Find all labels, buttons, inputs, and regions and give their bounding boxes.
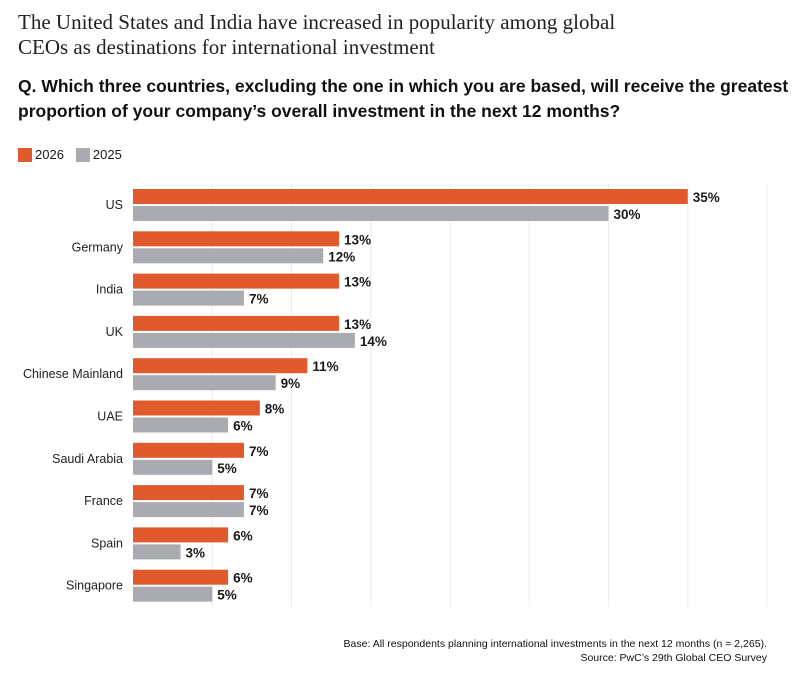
bar-2026 bbox=[133, 273, 340, 289]
category-label: UK bbox=[106, 325, 124, 339]
data-label-2025: 14% bbox=[360, 334, 387, 349]
data-label-2026: 6% bbox=[233, 528, 253, 543]
legend-swatch-2025 bbox=[75, 147, 90, 162]
data-label-2026: 13% bbox=[344, 275, 371, 290]
bar-2026 bbox=[133, 485, 244, 501]
data-label-2025: 9% bbox=[281, 376, 301, 391]
bar-2025 bbox=[133, 332, 355, 348]
survey-question: Q. Which three countries, excluding the … bbox=[18, 76, 789, 121]
category-label: India bbox=[96, 283, 123, 297]
data-label-2026: 11% bbox=[312, 359, 338, 374]
footer: Base: All respondents planning internati… bbox=[344, 637, 767, 665]
data-label-2025: 5% bbox=[217, 588, 237, 603]
source-note: Source: PwC’s 29th Global CEO Survey bbox=[580, 652, 767, 664]
bar-2025 bbox=[133, 375, 276, 391]
data-label-2025: 3% bbox=[186, 545, 206, 560]
data-label-2026: 13% bbox=[344, 232, 371, 247]
bar-2025 bbox=[133, 248, 324, 264]
data-label-2026: 7% bbox=[249, 486, 269, 501]
category-label: Spain bbox=[91, 536, 123, 550]
base-note: Base: All respondents planning internati… bbox=[343, 638, 767, 650]
category-label: US bbox=[106, 198, 123, 212]
bar-2025 bbox=[133, 544, 181, 560]
legend-label-2026: 2026 bbox=[35, 147, 64, 162]
data-label-2025: 6% bbox=[233, 419, 253, 434]
bar-2025 bbox=[133, 459, 213, 475]
data-label-2025: 7% bbox=[249, 503, 269, 518]
legend-swatch-2026 bbox=[18, 147, 32, 162]
bar-2026 bbox=[133, 358, 308, 374]
legend-item-2026: 2026 bbox=[18, 147, 64, 162]
bar-2026 bbox=[133, 527, 229, 543]
bar-2025 bbox=[133, 206, 609, 221]
bar-2025 bbox=[133, 502, 244, 518]
data-label-2025: 7% bbox=[249, 292, 269, 307]
data-label-2026: 8% bbox=[265, 402, 285, 417]
bar-2026 bbox=[133, 400, 260, 416]
bar-2026 bbox=[133, 189, 688, 204]
data-label-2026: 6% bbox=[233, 571, 253, 586]
bar-2026 bbox=[133, 442, 244, 458]
legend-item-2025: 2025 bbox=[75, 147, 122, 162]
data-label-2025: 5% bbox=[217, 461, 237, 476]
legend: 2026 2025 bbox=[18, 147, 122, 162]
data-label-2026: 7% bbox=[249, 444, 269, 459]
category-label: Germany bbox=[72, 240, 124, 254]
category-label: Singapore bbox=[66, 579, 123, 593]
bar-2025 bbox=[133, 417, 229, 433]
category-label: France bbox=[84, 494, 123, 508]
category-label: Saudi Arabia bbox=[52, 452, 123, 466]
category-label: Chinese Mainland bbox=[23, 367, 123, 381]
legend-label-2025: 2025 bbox=[92, 147, 122, 162]
bar-2026 bbox=[133, 315, 340, 331]
bar-2025 bbox=[133, 586, 213, 602]
bar-2026 bbox=[133, 569, 229, 585]
bar-2026 bbox=[133, 231, 340, 247]
bar-2025 bbox=[133, 290, 244, 306]
data-label-2025: 30% bbox=[614, 207, 641, 222]
data-label-2026: 13% bbox=[344, 317, 371, 332]
category-label: UAE bbox=[97, 410, 123, 424]
data-label-2025: 12% bbox=[328, 249, 355, 264]
data-label-2026: 35% bbox=[693, 190, 720, 205]
chart-title: The United States and India have increas… bbox=[18, 10, 616, 59]
